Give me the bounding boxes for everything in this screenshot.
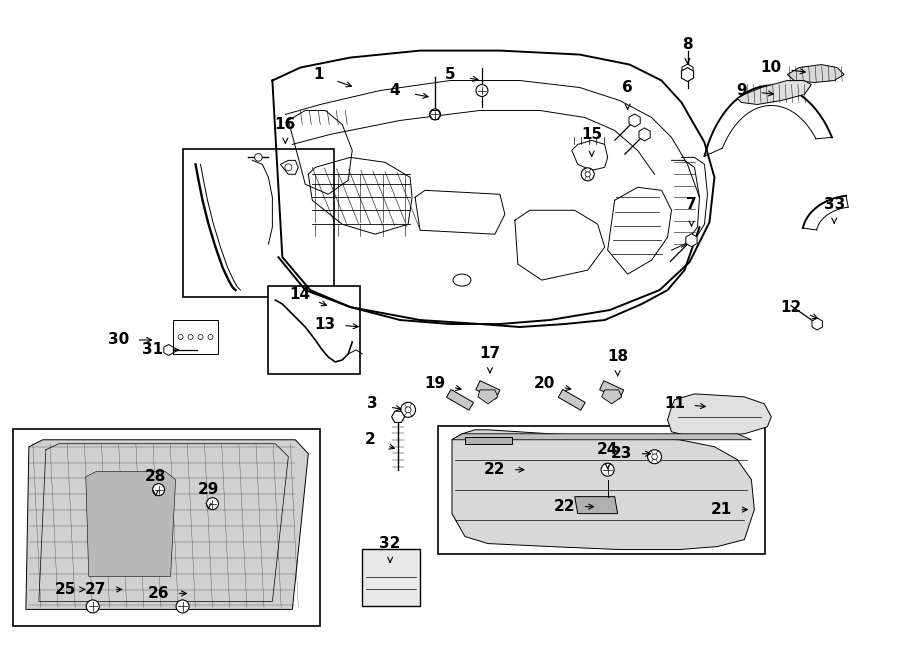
- Polygon shape: [602, 390, 622, 404]
- Text: 25: 25: [55, 582, 76, 597]
- Text: 3: 3: [367, 397, 377, 411]
- Text: 29: 29: [198, 482, 220, 497]
- Polygon shape: [452, 430, 754, 549]
- Circle shape: [405, 407, 411, 413]
- Text: 22: 22: [554, 499, 575, 514]
- Text: 6: 6: [622, 80, 633, 95]
- Polygon shape: [476, 381, 500, 399]
- Polygon shape: [682, 64, 693, 77]
- Text: 16: 16: [274, 117, 296, 132]
- Polygon shape: [812, 318, 823, 330]
- Polygon shape: [639, 128, 650, 141]
- Text: 19: 19: [425, 377, 446, 391]
- Text: 7: 7: [686, 197, 697, 212]
- Circle shape: [284, 164, 292, 171]
- Circle shape: [208, 334, 213, 340]
- Text: 13: 13: [315, 316, 336, 332]
- Text: 22: 22: [484, 462, 506, 477]
- Text: 8: 8: [682, 37, 693, 52]
- Circle shape: [198, 334, 203, 340]
- Text: 2: 2: [364, 432, 375, 448]
- Polygon shape: [392, 411, 405, 422]
- Circle shape: [581, 168, 594, 181]
- Text: 1: 1: [313, 67, 323, 82]
- Polygon shape: [686, 234, 698, 247]
- FancyBboxPatch shape: [362, 549, 420, 606]
- Text: 14: 14: [290, 287, 310, 302]
- Polygon shape: [681, 68, 694, 81]
- Polygon shape: [465, 437, 512, 444]
- Circle shape: [476, 85, 488, 97]
- FancyBboxPatch shape: [13, 429, 320, 626]
- Circle shape: [178, 334, 183, 340]
- Polygon shape: [668, 394, 771, 437]
- Polygon shape: [281, 160, 298, 174]
- Text: 26: 26: [148, 586, 169, 601]
- Text: 4: 4: [390, 83, 400, 98]
- Polygon shape: [558, 389, 585, 410]
- Text: 11: 11: [664, 397, 685, 411]
- Polygon shape: [452, 434, 752, 440]
- Circle shape: [86, 600, 99, 613]
- Text: 10: 10: [760, 60, 782, 75]
- Ellipse shape: [453, 274, 471, 286]
- Circle shape: [188, 334, 193, 340]
- Text: 23: 23: [611, 446, 633, 461]
- Polygon shape: [575, 496, 617, 514]
- Circle shape: [153, 484, 165, 496]
- Polygon shape: [26, 440, 309, 610]
- Circle shape: [601, 463, 614, 476]
- Circle shape: [206, 498, 219, 510]
- Text: 24: 24: [597, 442, 618, 457]
- Polygon shape: [446, 389, 473, 410]
- FancyBboxPatch shape: [438, 426, 765, 553]
- Text: 12: 12: [780, 299, 802, 314]
- Polygon shape: [599, 381, 624, 399]
- Text: 33: 33: [824, 197, 845, 212]
- Circle shape: [176, 600, 189, 613]
- Circle shape: [652, 454, 657, 459]
- Text: 21: 21: [711, 502, 732, 517]
- Polygon shape: [572, 140, 608, 170]
- Circle shape: [429, 109, 440, 120]
- FancyBboxPatch shape: [183, 150, 334, 297]
- FancyBboxPatch shape: [268, 286, 360, 374]
- Text: 32: 32: [380, 536, 400, 551]
- Text: 5: 5: [445, 67, 455, 82]
- Polygon shape: [164, 344, 174, 355]
- Text: 17: 17: [480, 346, 500, 361]
- Polygon shape: [788, 65, 844, 83]
- Circle shape: [255, 154, 262, 161]
- Circle shape: [585, 171, 590, 177]
- Text: 18: 18: [608, 350, 628, 365]
- Text: 15: 15: [581, 127, 602, 142]
- Polygon shape: [86, 472, 176, 577]
- Polygon shape: [478, 390, 498, 404]
- Text: 28: 28: [145, 469, 166, 484]
- Text: 27: 27: [86, 582, 106, 597]
- Text: 9: 9: [736, 83, 747, 98]
- Text: 20: 20: [534, 377, 555, 391]
- Polygon shape: [629, 114, 640, 127]
- Text: 30: 30: [108, 332, 130, 348]
- Circle shape: [648, 449, 662, 463]
- Polygon shape: [737, 81, 811, 105]
- Circle shape: [400, 402, 416, 417]
- Text: 31: 31: [142, 342, 163, 357]
